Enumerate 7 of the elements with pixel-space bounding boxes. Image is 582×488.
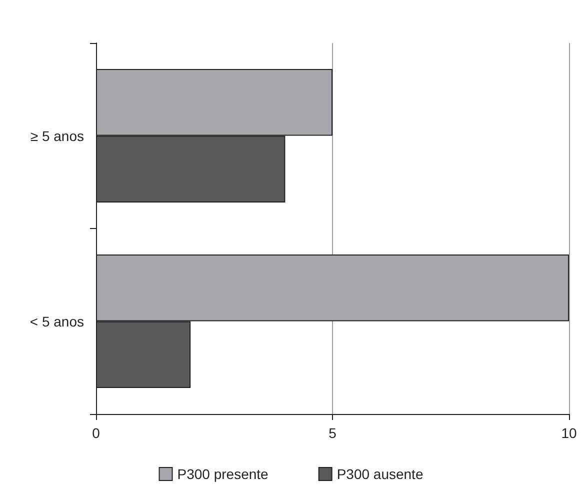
- x-tick-label: 0: [92, 425, 100, 441]
- y-tick-label: ≥ 5 anos: [30, 128, 84, 144]
- legend-label: P300 ausente: [336, 466, 424, 482]
- x-tick-label: 5: [328, 425, 337, 441]
- legend-label: P300 presente: [177, 466, 269, 482]
- y-tick-label: < 5 anos: [30, 313, 84, 330]
- x-tick-label: 10: [561, 425, 577, 441]
